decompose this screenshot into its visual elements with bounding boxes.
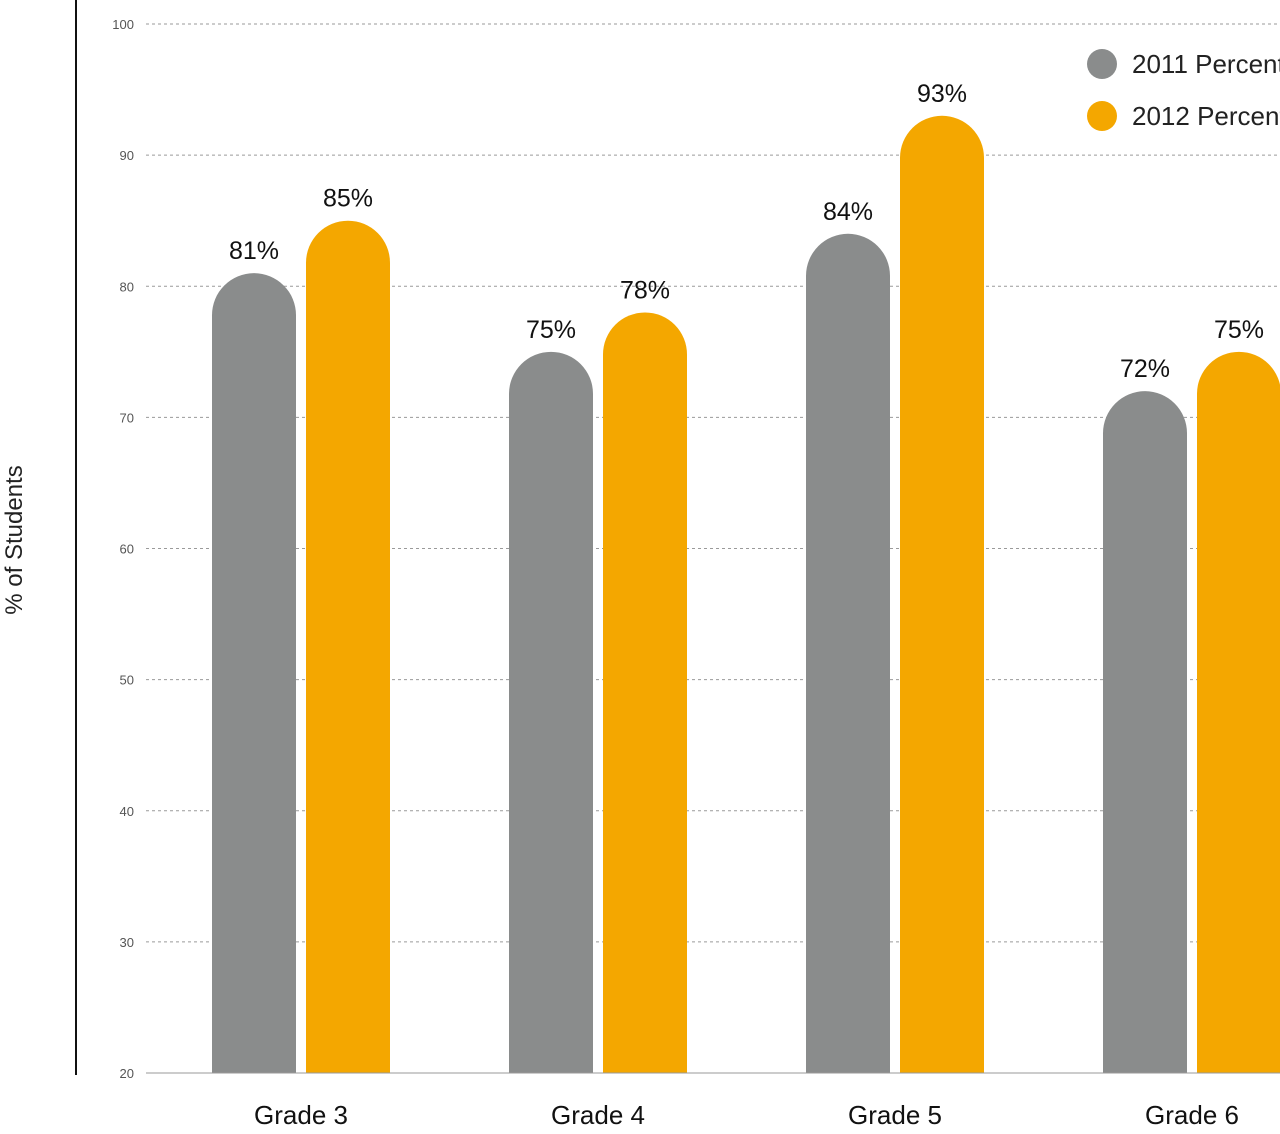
legend-swatch xyxy=(1087,49,1117,79)
data-label: 93% xyxy=(917,80,967,108)
legend-swatch xyxy=(1087,101,1117,131)
y-tick-label: 60 xyxy=(120,542,134,557)
data-label: 85% xyxy=(323,185,373,213)
category-label: Grade 6 xyxy=(1145,1100,1239,1130)
category-label: Grade 3 xyxy=(254,1100,348,1130)
legend-label: 2012 Percent xyxy=(1132,101,1280,131)
bars xyxy=(212,115,1280,1074)
legend: 2011 Percent 2012 Percent xyxy=(1087,49,1280,131)
bar-2011-grade-5 xyxy=(806,233,890,1074)
y-tick-label: 80 xyxy=(120,279,134,294)
category-labels: Grade 3 Grade 4 Grade 5 Grade 6 xyxy=(254,1100,1239,1130)
data-label: 81% xyxy=(229,237,279,265)
bar-2011-grade-3 xyxy=(212,273,296,1073)
y-tick-label: 50 xyxy=(120,673,134,688)
y-tick-label: 40 xyxy=(120,804,134,819)
data-label: 78% xyxy=(620,276,670,304)
bar-2011-grade-4 xyxy=(509,351,593,1074)
bar-2012-grade-4 xyxy=(603,312,687,1074)
y-tick-label: 100 xyxy=(112,17,134,32)
category-label: Grade 4 xyxy=(551,1100,645,1130)
data-label: 75% xyxy=(1214,316,1264,344)
legend-label: 2011 Percent xyxy=(1132,49,1280,79)
bar-2012-grade-3 xyxy=(306,220,390,1074)
category-label: Grade 5 xyxy=(848,1100,942,1130)
data-labels: 81% 85% 75% 78% 84% 93% 72% 75% xyxy=(229,80,1264,383)
data-label: 72% xyxy=(1120,355,1170,383)
bar-2011-grade-6 xyxy=(1103,391,1187,1073)
y-tick-label: 70 xyxy=(120,410,134,425)
y-tick-label: 20 xyxy=(120,1066,134,1081)
bar-2012-grade-5 xyxy=(900,115,984,1074)
bar-2012-grade-6 xyxy=(1197,351,1280,1073)
data-label: 75% xyxy=(526,316,576,344)
y-tick-labels: 20 30 40 50 60 70 80 90 100 xyxy=(112,17,134,1081)
y-tick-label: 90 xyxy=(120,148,134,163)
data-label: 84% xyxy=(823,198,873,226)
y-tick-label: 30 xyxy=(120,935,134,950)
y-axis-label: % of Students xyxy=(1,465,28,614)
